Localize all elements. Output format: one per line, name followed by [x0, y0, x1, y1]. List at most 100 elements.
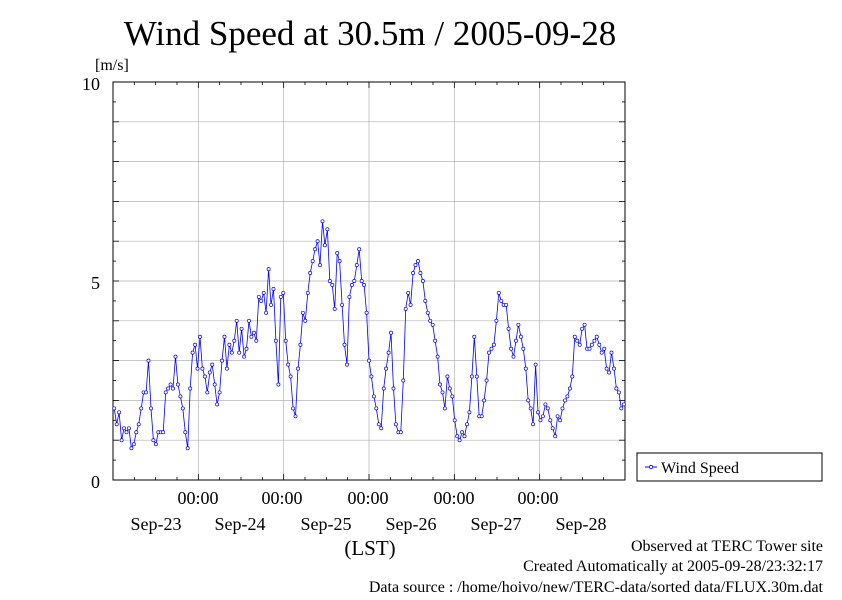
data-point: [455, 434, 460, 439]
data-point: [288, 374, 293, 379]
data-point: [428, 318, 433, 323]
data-point: [264, 310, 269, 315]
data-point: [619, 406, 624, 411]
data-point: [242, 354, 247, 359]
data-point: [193, 342, 198, 347]
data-point: [379, 426, 384, 431]
y-tick-label-10: 10: [82, 74, 100, 94]
data-point: [433, 338, 438, 343]
data-point: [330, 283, 335, 287]
data-point: [452, 418, 457, 423]
data-point: [621, 402, 626, 407]
data-point: [220, 358, 224, 363]
data-point: [389, 330, 393, 335]
data-point: [305, 290, 310, 295]
footer-data-source: Data source : /home/hoivo/new/TERC-data/…: [369, 579, 824, 595]
data-point: [499, 298, 504, 303]
data-point: [322, 243, 327, 248]
data-point: [381, 386, 386, 391]
data-point: [563, 398, 567, 403]
data-point: [474, 374, 479, 379]
data-point: [286, 362, 291, 367]
y-tick-label-0: 0: [91, 472, 100, 492]
data-point: [352, 279, 357, 283]
data-point: [207, 370, 212, 375]
data-point: [592, 338, 597, 343]
x-date-label: Sep-28: [556, 514, 607, 534]
data-point: [198, 334, 202, 339]
data-point: [349, 283, 354, 287]
data-point: [523, 366, 528, 371]
data-point: [587, 346, 592, 351]
data-point: [149, 406, 153, 411]
data-point: [457, 438, 462, 443]
data-point: [296, 366, 300, 371]
data-point: [261, 290, 266, 295]
series-points-wind-speed: [112, 219, 626, 451]
y-axis-unit-label: [m/s]: [95, 57, 129, 74]
data-point: [335, 251, 340, 256]
data-point: [540, 414, 545, 419]
data-point: [418, 271, 423, 275]
data-point: [347, 294, 352, 299]
data-point: [327, 279, 332, 283]
data-point: [222, 334, 227, 339]
data-point: [538, 418, 543, 423]
data-point: [401, 378, 406, 383]
data-point: [533, 362, 538, 367]
data-point: [416, 259, 420, 264]
data-point: [210, 362, 215, 367]
data-point: [367, 358, 371, 363]
legend-label: Wind Speed: [661, 460, 739, 477]
x-time-label: 00:00: [261, 488, 302, 508]
data-point: [244, 346, 249, 351]
data-point: [369, 374, 374, 379]
data-point: [580, 326, 585, 331]
data-point: [126, 426, 131, 431]
data-point: [266, 267, 271, 272]
data-point: [131, 442, 136, 447]
data-point: [465, 422, 469, 427]
data-point: [460, 430, 465, 435]
x-time-label: 00:00: [433, 488, 474, 508]
data-point: [616, 390, 621, 395]
data-point: [134, 430, 139, 435]
data-point: [212, 382, 217, 387]
data-point: [371, 394, 376, 399]
data-point: [553, 434, 558, 439]
data-point: [202, 374, 207, 379]
data-point: [139, 406, 144, 411]
x-time-label: 00:00: [347, 488, 388, 508]
data-point: [406, 290, 411, 295]
data-point: [599, 350, 604, 355]
data-point: [570, 374, 575, 379]
data-point: [124, 430, 129, 435]
x-date-label: Sep-24: [215, 514, 266, 534]
data-point: [423, 298, 428, 303]
data-point: [163, 390, 168, 395]
data-point: [408, 302, 413, 307]
data-point: [117, 410, 122, 415]
data-point: [247, 318, 251, 323]
data-point: [531, 422, 536, 427]
data-point: [259, 298, 264, 303]
data-point: [161, 430, 166, 435]
data-point: [114, 422, 119, 427]
data-point: [227, 342, 232, 347]
data-point: [479, 414, 484, 419]
data-point: [435, 354, 440, 359]
data-point: [594, 334, 599, 339]
data-point: [180, 406, 185, 411]
data-point: [469, 374, 474, 379]
data-point: [567, 386, 572, 391]
data-point: [337, 259, 342, 264]
data-point: [582, 322, 587, 327]
data-point: [332, 306, 337, 311]
legend-marker-swatch: [648, 464, 654, 470]
data-point: [489, 346, 494, 351]
data-point: [482, 398, 487, 403]
data-point: [398, 430, 403, 435]
data-point: [298, 342, 303, 347]
data-point: [129, 446, 134, 451]
